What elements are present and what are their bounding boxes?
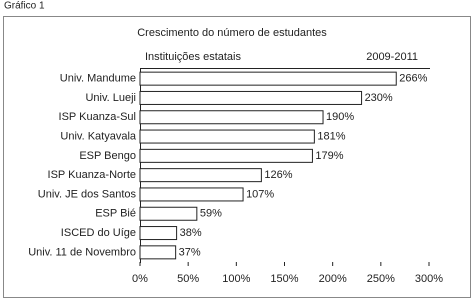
bar — [139, 110, 324, 125]
value-label: 179% — [315, 150, 343, 162]
value-label: 107% — [246, 188, 274, 200]
bar — [139, 206, 198, 221]
value-label: 126% — [264, 169, 292, 181]
x-tick-label: 300% — [415, 273, 443, 285]
value-label: 37% — [179, 246, 201, 258]
x-tick-label: 50% — [177, 273, 199, 285]
y-tick-label: ISCED do Uíge — [61, 227, 136, 239]
bar — [139, 245, 177, 260]
y-tick-label: ISP Kuanza-Norte — [48, 169, 136, 181]
bar — [139, 226, 178, 241]
subtitle: Instituições estatais — [145, 51, 241, 63]
y-tick-label: ESP Bengo — [79, 150, 136, 162]
bar — [139, 168, 262, 183]
bar — [139, 187, 244, 202]
y-tick-label: ISP Kuanza-Sul — [59, 111, 136, 123]
value-label: 230% — [365, 92, 393, 104]
chart-title: Crescimento do número de estudantes — [137, 27, 327, 39]
y-tick-label: Univ. 11 de Novembro — [28, 246, 136, 258]
frame — [3, 16, 471, 298]
value-label: 266% — [399, 73, 427, 85]
bar — [139, 148, 313, 163]
bar — [139, 90, 363, 105]
value-label: 181% — [317, 130, 345, 142]
bar — [139, 71, 397, 86]
x-tick-label: 250% — [367, 273, 395, 285]
y-tick-label: Univ. Mandume — [60, 73, 136, 85]
period: 2009-2011 — [366, 51, 418, 63]
bar — [139, 129, 315, 144]
value-label: 190% — [326, 111, 354, 123]
y-tick-label: Univ. Katyavala — [60, 130, 136, 142]
y-tick-label: ESP Bié — [95, 208, 136, 220]
value-label: 38% — [180, 227, 202, 239]
x-tick-label: 0% — [132, 273, 148, 285]
x-tick-label: 200% — [319, 273, 347, 285]
x-tick-label: 100% — [222, 273, 250, 285]
x-tick-label: 150% — [270, 273, 298, 285]
y-tick-label: Univ. Lueji — [85, 92, 136, 104]
value-label: 59% — [200, 208, 222, 220]
caption: Gráfico 1 — [4, 1, 45, 12]
y-tick-label: Univ. JE dos Santos — [38, 188, 137, 200]
